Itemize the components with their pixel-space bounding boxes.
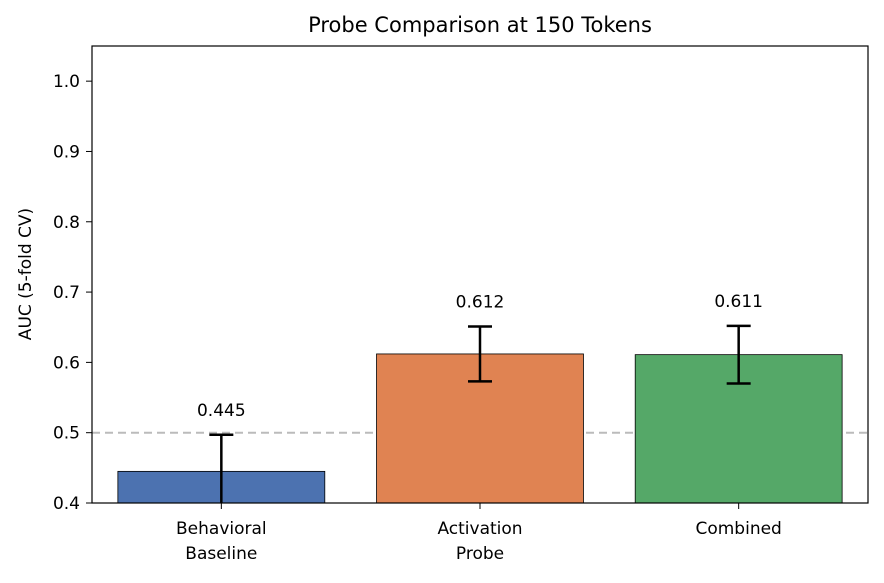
data-label: 0.611 [714, 292, 763, 312]
y-tick-label: 0.6 [53, 353, 80, 373]
y-tick-label: 0.5 [53, 424, 80, 444]
plot-area: 0.445 Behavioral Baseline 0.612 Activation Pr… [53, 45, 869, 564]
y-tick-label: 0.7 [53, 283, 80, 303]
data-label: 0.445 [197, 401, 246, 421]
x-tick-label: Activation Probe [437, 519, 522, 564]
plot-frame [91, 45, 869, 504]
data-label: 0.612 [456, 293, 505, 313]
y-tick-label: 1.0 [53, 72, 80, 92]
y-tick-label: 0.8 [53, 213, 80, 233]
y-axis-label: AUC (5-fold CV) [16, 208, 36, 340]
x-tick-label: Behavioral Baseline [176, 519, 267, 564]
y-tick-label: 0.4 [53, 494, 80, 514]
y-tick-label: 0.9 [53, 142, 80, 162]
chart-title: Probe Comparison at 150 Tokens [308, 13, 652, 37]
x-tick-label: Combined [695, 519, 781, 539]
